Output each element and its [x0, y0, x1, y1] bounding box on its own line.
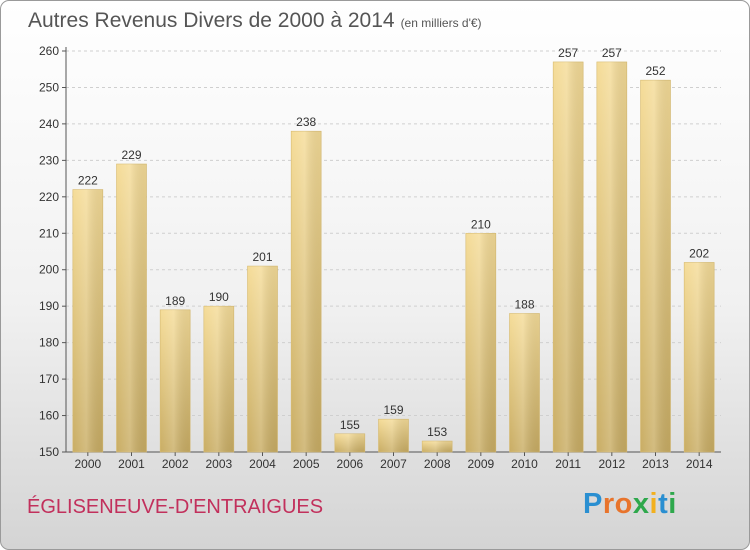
y-tick-label: 160 [39, 409, 59, 423]
x-tick-label: 2014 [686, 457, 713, 471]
chart-title: Autres Revenus Divers de 2000 à 2014 (en … [28, 9, 482, 33]
bar-shine [553, 61, 584, 452]
bar-shine [465, 233, 496, 452]
data-label: 257 [602, 46, 622, 60]
bar-shine [509, 313, 540, 452]
logo-letter: t [658, 488, 669, 520]
data-label: 210 [471, 217, 491, 231]
x-tick-label: 2010 [511, 457, 538, 471]
data-label: 190 [209, 290, 229, 304]
logo-letter: x [632, 488, 650, 520]
y-tick-label: 210 [39, 226, 59, 240]
y-tick-label: 240 [39, 117, 59, 131]
x-tick-label: 2011 [555, 457, 581, 471]
data-label: 202 [689, 246, 709, 260]
data-label: 189 [165, 294, 185, 308]
bar-shine [72, 189, 103, 452]
chart-subtitle: (en milliers d'€) [400, 16, 482, 30]
x-tick-label: 2001 [118, 457, 145, 471]
data-label: 159 [383, 403, 403, 417]
bar-shine [334, 433, 365, 452]
x-tick-label: 2003 [205, 457, 232, 471]
title-text: Autres Revenus Divers de 2000 à 2014 [28, 9, 395, 32]
y-tick-label: 220 [39, 190, 59, 204]
data-label: 153 [427, 425, 447, 439]
x-tick-label: 2004 [249, 457, 276, 471]
logo-letter: o [614, 488, 633, 520]
logo-letter: i [649, 488, 659, 520]
bar-shine [203, 306, 234, 452]
data-label: 229 [121, 148, 141, 162]
y-tick-label: 200 [39, 263, 59, 277]
data-label: 201 [252, 250, 272, 264]
y-tick-label: 150 [39, 445, 59, 459]
data-label: 238 [296, 115, 316, 129]
data-label: 252 [645, 64, 665, 78]
data-label: 155 [340, 418, 360, 432]
x-tick-label: 2009 [467, 457, 494, 471]
x-tick-label: 2012 [598, 457, 625, 471]
bar-shine [291, 131, 322, 452]
bar-shine [160, 309, 191, 452]
x-tick-label: 2013 [642, 457, 669, 471]
y-tick-label: 180 [39, 336, 59, 350]
x-tick-label: 2005 [293, 457, 320, 471]
bar-shine [116, 164, 147, 452]
x-tick-label: 2006 [336, 457, 363, 471]
logo-letter: i [668, 488, 677, 520]
y-tick-label: 190 [39, 299, 59, 313]
logo-letter: r [602, 488, 615, 520]
y-tick-label: 250 [39, 80, 59, 94]
proxiti-logo: Proxiti [583, 488, 677, 521]
y-tick-label: 170 [39, 372, 59, 386]
bar-shine [640, 80, 671, 452]
bar-shine [422, 441, 453, 452]
logo-letter: P [583, 488, 603, 520]
y-tick-label: 260 [39, 44, 59, 58]
x-tick-label: 2002 [162, 457, 189, 471]
data-label: 222 [78, 174, 98, 188]
data-label: 188 [514, 297, 534, 311]
x-tick-label: 2000 [74, 457, 101, 471]
bar-shine [684, 262, 715, 452]
y-tick-label: 230 [39, 153, 59, 167]
x-tick-label: 2007 [380, 457, 407, 471]
bar-shine [596, 61, 627, 452]
x-tick-label: 2008 [424, 457, 451, 471]
commune-name: ÉGLISENEUVE-D'ENTRAIGUES [27, 496, 324, 518]
bar-shine [378, 419, 409, 452]
data-label: 257 [558, 46, 578, 60]
bar-shine [247, 266, 278, 452]
